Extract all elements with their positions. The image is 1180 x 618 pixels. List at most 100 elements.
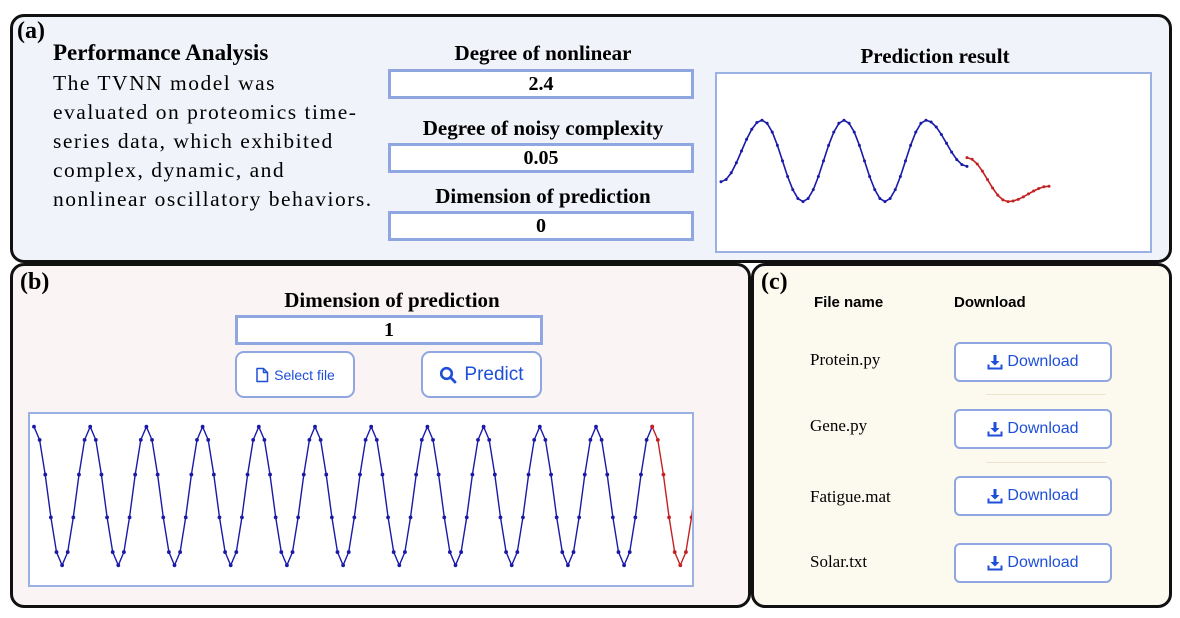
series-1-point bbox=[532, 438, 537, 442]
series-1-point bbox=[374, 438, 379, 442]
download-button-protein[interactable]: Download bbox=[954, 342, 1112, 382]
download-icon bbox=[987, 355, 1003, 370]
series-1-point bbox=[273, 515, 278, 520]
file-name-gene: Gene.py bbox=[810, 416, 868, 435]
series-1-point bbox=[82, 438, 87, 442]
series-1-point bbox=[189, 472, 194, 477]
series-1-point bbox=[262, 438, 267, 442]
series-1-point bbox=[251, 438, 256, 442]
performance-description: The TVNN model was evaluated on proteomi… bbox=[53, 71, 373, 211]
panel-b-label: (b) bbox=[20, 269, 50, 295]
series-1-point bbox=[719, 180, 723, 184]
series-1-point bbox=[71, 515, 76, 520]
series-1-point bbox=[644, 438, 649, 442]
series-1-point bbox=[301, 472, 306, 477]
series-1-point bbox=[745, 137, 749, 141]
file-name-solar: Solar.txt bbox=[810, 552, 868, 571]
series-1-point bbox=[346, 550, 351, 554]
series-1-point bbox=[408, 515, 413, 520]
prediction-result-label: Prediction result bbox=[860, 44, 1010, 68]
dimension-value-field-a[interactable]: 0 bbox=[388, 211, 694, 241]
series-1-point bbox=[929, 120, 933, 124]
series-1-point bbox=[729, 171, 733, 175]
predict-label: Predict bbox=[464, 363, 524, 385]
series-1-point bbox=[442, 515, 447, 520]
series-1-point bbox=[419, 438, 424, 442]
dimension-value-field-b[interactable]: 1 bbox=[235, 315, 543, 345]
series-1-point bbox=[223, 550, 227, 554]
series-1-point bbox=[878, 197, 882, 201]
series-1-point bbox=[464, 515, 469, 520]
series-1-point bbox=[806, 197, 810, 201]
series-1-point bbox=[740, 149, 743, 153]
download-button-fatigue[interactable]: Download bbox=[954, 476, 1112, 516]
series-1-point bbox=[526, 472, 531, 477]
series-1-point bbox=[633, 515, 638, 520]
download-label: Download bbox=[1007, 420, 1079, 437]
series-2-point bbox=[1006, 200, 1010, 204]
series-1-point bbox=[955, 158, 959, 162]
series-1-point bbox=[324, 472, 329, 477]
series-2-point bbox=[650, 424, 655, 429]
download-label: Download bbox=[1007, 554, 1079, 571]
series-2-point bbox=[970, 157, 974, 161]
series-1-point bbox=[898, 174, 902, 178]
series-1-point bbox=[639, 472, 643, 477]
series-1-point bbox=[285, 563, 289, 568]
series-2-point bbox=[689, 515, 694, 520]
select-file-button[interactable]: Select file bbox=[235, 351, 355, 398]
series-1-point bbox=[228, 563, 233, 568]
download-button-gene[interactable]: Download bbox=[954, 409, 1112, 449]
prediction-result-plot bbox=[715, 72, 1152, 253]
series-1-point bbox=[391, 550, 396, 554]
series-1-point bbox=[397, 563, 402, 568]
series-2-line bbox=[651, 424, 822, 568]
series-1-point bbox=[610, 515, 615, 520]
series-1-point bbox=[329, 515, 334, 520]
nonlinear-value-field[interactable]: 2.4 bbox=[388, 69, 694, 99]
series-1-point bbox=[481, 424, 486, 429]
series-1-point bbox=[616, 550, 621, 554]
series-1-point bbox=[425, 424, 430, 429]
series-1-point bbox=[627, 550, 632, 554]
prediction-chart-b bbox=[32, 424, 823, 568]
series-1-point bbox=[599, 438, 604, 442]
noise-value-field[interactable]: 0.05 bbox=[388, 143, 694, 173]
series-2-point bbox=[661, 472, 666, 477]
series-1-point bbox=[734, 161, 738, 165]
series-1-point bbox=[211, 472, 216, 477]
series-1-point bbox=[755, 121, 759, 125]
series-1-point bbox=[863, 159, 866, 163]
row-separator bbox=[986, 462, 1106, 463]
series-1-point bbox=[431, 438, 435, 442]
performance-title: Performance Analysis bbox=[53, 40, 269, 65]
series-1-point bbox=[888, 197, 892, 201]
series-1-point bbox=[760, 118, 764, 122]
series-1-point bbox=[492, 472, 497, 477]
series-1-point bbox=[65, 550, 70, 554]
series-2-point bbox=[1001, 198, 1005, 202]
series-1-point bbox=[857, 143, 861, 147]
series-2-point bbox=[1016, 197, 1020, 201]
series-1-point bbox=[352, 515, 357, 520]
download-button-solar[interactable]: Download bbox=[954, 543, 1112, 583]
series-2-point bbox=[1021, 195, 1025, 199]
series-1-point bbox=[622, 563, 626, 568]
series-1-point bbox=[786, 174, 790, 178]
series-1-point bbox=[945, 141, 948, 145]
series-2-point bbox=[667, 515, 671, 520]
predict-button[interactable]: Predict bbox=[421, 351, 542, 398]
series-1-point bbox=[296, 515, 301, 520]
search-icon bbox=[440, 366, 457, 383]
download-header: Download bbox=[954, 294, 1026, 311]
series-1-point bbox=[883, 200, 887, 204]
series-1-point bbox=[765, 121, 769, 125]
panel-b: (b) Dimension of prediction 1 Select fil… bbox=[10, 263, 823, 608]
series-1-point bbox=[60, 563, 64, 568]
series-1-point bbox=[414, 472, 419, 477]
series-1-point bbox=[775, 143, 779, 147]
prediction-result-chart bbox=[719, 118, 1051, 204]
download-icon bbox=[987, 556, 1003, 571]
series-1-point bbox=[88, 424, 93, 429]
series-1-point bbox=[934, 125, 938, 129]
